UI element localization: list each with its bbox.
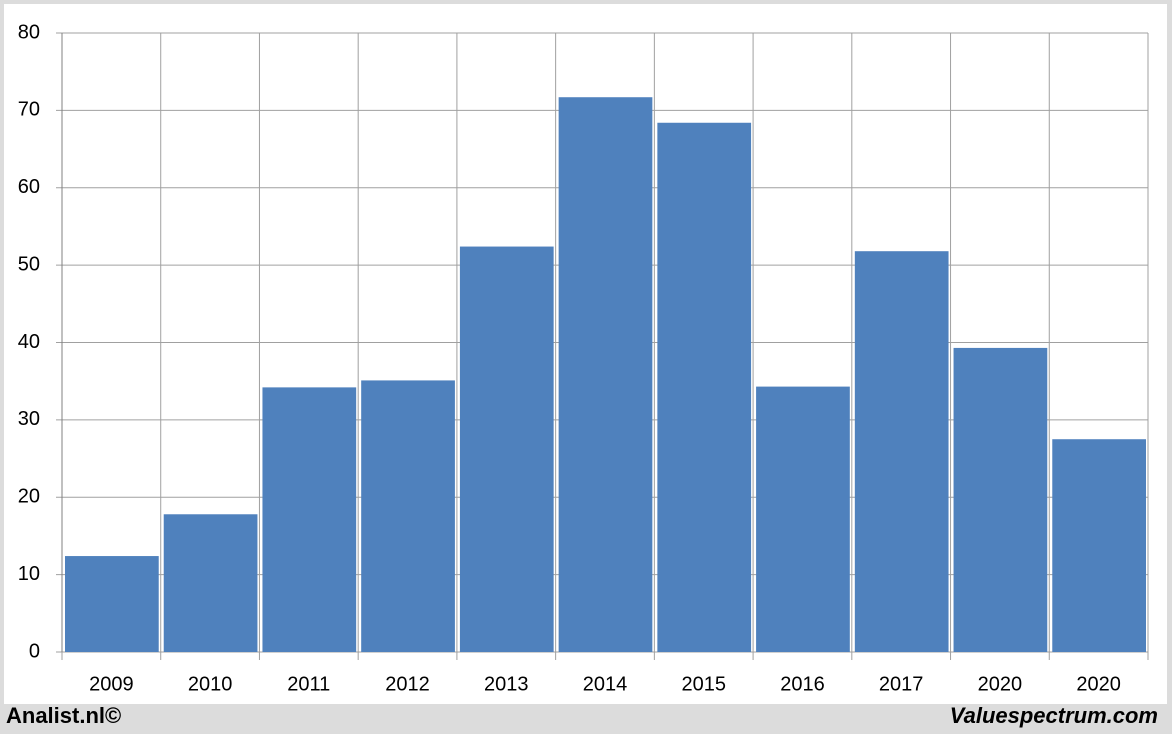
y-tick-label: 10 [18, 563, 40, 585]
x-tick-label: 2012 [385, 673, 430, 695]
y-tick-label: 0 [29, 640, 40, 662]
x-tick-label: 2013 [484, 673, 529, 695]
x-tick-label: 2016 [780, 673, 825, 695]
source: Analist.nl© [6, 703, 121, 728]
y-tick-label: 40 [18, 331, 40, 353]
bar [361, 380, 455, 652]
x-tick-label: 2010 [188, 673, 233, 695]
y-tick-label: 30 [18, 408, 40, 430]
bar [262, 387, 357, 652]
bar [657, 122, 752, 652]
bar [459, 246, 554, 652]
bar [854, 251, 949, 652]
y-tick-label: 80 [18, 21, 40, 43]
watermark: Valuespectrum.com [950, 703, 1158, 728]
bar [756, 386, 850, 652]
x-tick-label: 2011 [287, 673, 330, 695]
x-tick-label: 2014 [583, 673, 628, 695]
bar [953, 347, 1048, 652]
y-tick-label: 50 [18, 253, 40, 275]
y-tick-label: 70 [18, 99, 40, 121]
x-tick-label: 2020 [1076, 673, 1121, 695]
x-tick-label: 2020 [978, 673, 1023, 695]
bar [65, 556, 159, 652]
bar [1052, 439, 1146, 652]
x-tick-label: 2017 [879, 673, 924, 695]
bar [558, 97, 653, 652]
x-tick-label: 2015 [681, 673, 726, 695]
bar [163, 514, 258, 652]
x-tick-label: 2009 [89, 673, 134, 695]
y-tick-label: 20 [18, 486, 40, 508]
y-tick-label: 60 [18, 176, 40, 198]
